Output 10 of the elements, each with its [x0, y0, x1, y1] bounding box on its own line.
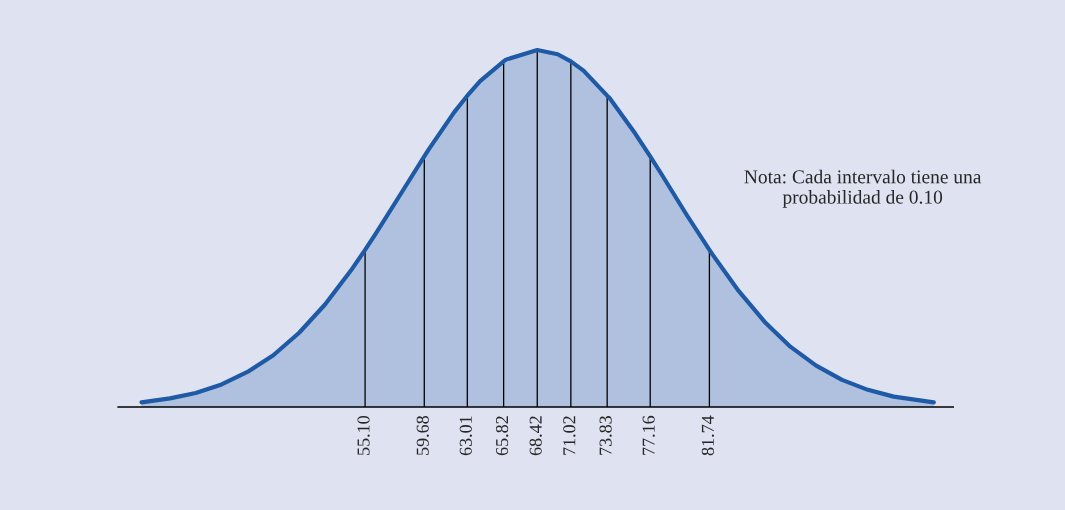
x-tick-label: 59.68 — [416, 416, 429, 455]
annotation: Nota: Cada intervalo tiene una probabilidad de 0.10 — [744, 169, 982, 208]
x-tick-label: 65.82 — [495, 416, 509, 456]
x-tick-label: 73.83 — [599, 416, 612, 455]
x-tick-label: 71.02 — [563, 416, 576, 455]
x-tick-label: 68.42 — [529, 416, 542, 456]
x-tick-label: 55.10 — [357, 416, 370, 455]
x-tick-label: 63.01 — [459, 416, 472, 456]
x-tick-label: 81.74 — [701, 415, 715, 456]
x-tick-label: 77.16 — [642, 415, 655, 455]
